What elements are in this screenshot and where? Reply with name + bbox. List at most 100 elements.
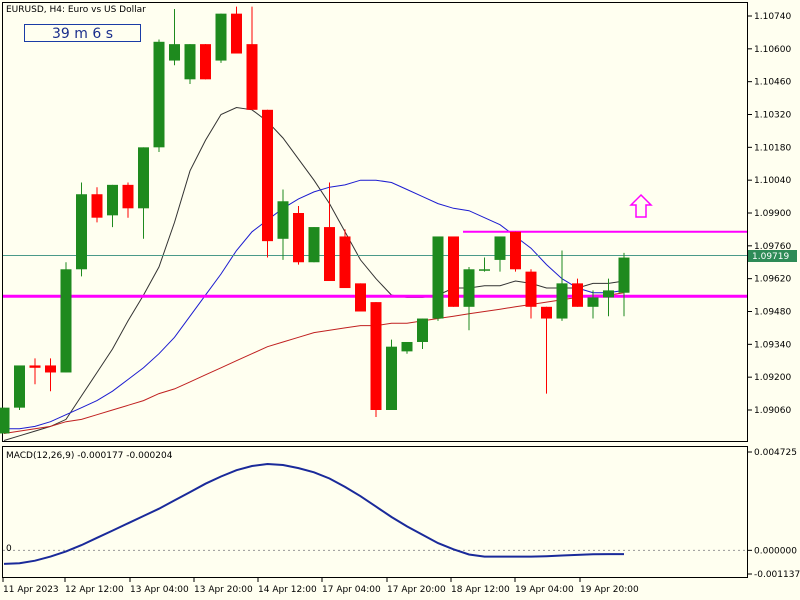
price-tick-label: 1.09760	[754, 242, 791, 252]
chart-title: EURUSD, H4: Euro vs US Dollar	[6, 5, 146, 15]
macd-line	[3, 462, 624, 565]
bull-candle	[138, 147, 149, 239]
price-tick-label: 1.09480	[754, 308, 791, 318]
time-tick-label: 12 Apr 12:00	[65, 585, 124, 595]
bear-candle	[91, 187, 103, 223]
candle-body	[0, 407, 10, 434]
bull-candle	[76, 182, 87, 277]
bear-candle	[355, 283, 366, 312]
price-tick-label: 1.09900	[754, 209, 791, 219]
candle-body	[262, 109, 273, 242]
bear-candle	[448, 236, 459, 307]
candle-body	[401, 341, 413, 352]
candle-body	[417, 318, 428, 342]
time-tick-label: 19 Apr 04:00	[515, 585, 574, 595]
bear-candle	[572, 278, 583, 307]
candle-body	[91, 194, 103, 218]
bear-candle	[200, 44, 211, 80]
candle-body	[324, 227, 335, 282]
bear-candle	[246, 6, 258, 110]
candle-body	[510, 231, 521, 270]
time-tick-label: 19 Apr 20:00	[580, 585, 639, 595]
macd-tick-label: 0.000000	[754, 546, 797, 556]
bull-candle	[308, 227, 320, 263]
candle-body	[215, 13, 227, 61]
bull-candle	[386, 339, 397, 410]
bear-candle	[29, 358, 41, 385]
candle-body	[184, 44, 196, 80]
candle-body	[200, 44, 211, 80]
time-tick-label: 11 Apr 2023	[3, 585, 59, 595]
time-tick-label: 14 Apr 12:00	[258, 585, 317, 595]
time-tick-label: 17 Apr 04:00	[322, 585, 381, 595]
macd-tick-label: -0.001137	[754, 570, 800, 580]
candle-body	[308, 227, 320, 263]
bull-candle	[60, 262, 72, 373]
candle-body	[138, 147, 149, 209]
price-panel[interactable]	[2, 2, 748, 442]
price-tick-label: 1.10600	[754, 45, 791, 55]
time-axis: 11 Apr 2023 12 Apr 12:00 13 Apr 04:00 13 Ap…	[2, 578, 639, 595]
time-tick-label: 17 Apr 20:00	[387, 585, 446, 595]
candle-body	[169, 44, 180, 61]
candles	[0, 6, 630, 434]
bear-candle	[541, 306, 552, 394]
macd-zero-label: 0	[6, 544, 12, 554]
bear-candle	[370, 302, 382, 418]
bull-candle	[153, 39, 165, 153]
candle-body	[572, 283, 583, 307]
bull-candle	[277, 189, 289, 260]
bear-candle	[324, 182, 335, 282]
bear-candle	[262, 109, 273, 258]
bull-candle	[603, 278, 614, 317]
macd-label: MACD(12,26,9) -0.000177 -0.000204	[6, 451, 173, 461]
candle-body	[45, 365, 56, 373]
candle-body	[355, 283, 366, 312]
price-tick-label: 1.10040	[754, 176, 791, 186]
bull-candle	[618, 252, 630, 317]
bull-candle	[14, 365, 25, 410]
bear-candle	[339, 229, 351, 289]
bear-candle	[525, 269, 537, 319]
candle-body	[525, 271, 537, 307]
bull-candle	[184, 44, 196, 85]
price-tick-label: 1.10460	[754, 78, 791, 88]
macd-tick-label: 0.004725	[754, 448, 797, 458]
time-tick-label: 13 Apr 04:00	[130, 585, 189, 595]
candle-body	[246, 44, 258, 110]
candle-body	[556, 283, 568, 319]
bull-candle	[432, 236, 444, 321]
bull-candle	[479, 257, 490, 272]
price-tick-label: 1.10180	[754, 143, 791, 153]
time-tick-label: 13 Apr 20:00	[194, 585, 253, 595]
price-axis: 1.10740 1.10600 1.10460 1.10320 1.10180 1.100…	[748, 12, 800, 580]
price-tick-label: 1.10320	[754, 111, 791, 121]
candle-body	[370, 302, 382, 410]
bear-candle	[510, 231, 521, 272]
bull-candle	[463, 266, 475, 331]
candle-body	[603, 290, 614, 298]
candle-body	[494, 236, 506, 260]
candle-body	[122, 184, 134, 209]
bar-countdown-timer: 39 m 6 s	[24, 24, 141, 42]
candle-body	[339, 236, 351, 289]
macd-panel[interactable]	[2, 446, 748, 578]
bull-candle	[0, 407, 10, 434]
bull-candle	[417, 318, 428, 350]
buy-arrow-icon[interactable]	[629, 193, 653, 218]
current-price-tag	[748, 250, 797, 262]
candle-body	[463, 269, 475, 307]
candle-body	[479, 269, 490, 271]
candle-body	[60, 269, 72, 373]
price-tick-label: 1.09060	[754, 406, 791, 416]
candle-body	[76, 194, 87, 270]
candle-body	[107, 184, 118, 216]
candle-body	[541, 306, 552, 319]
candle-body	[14, 365, 25, 408]
bull-candle	[556, 250, 568, 321]
bull-candle	[401, 341, 413, 354]
bull-candle	[587, 290, 599, 319]
bear-candle	[45, 358, 56, 392]
